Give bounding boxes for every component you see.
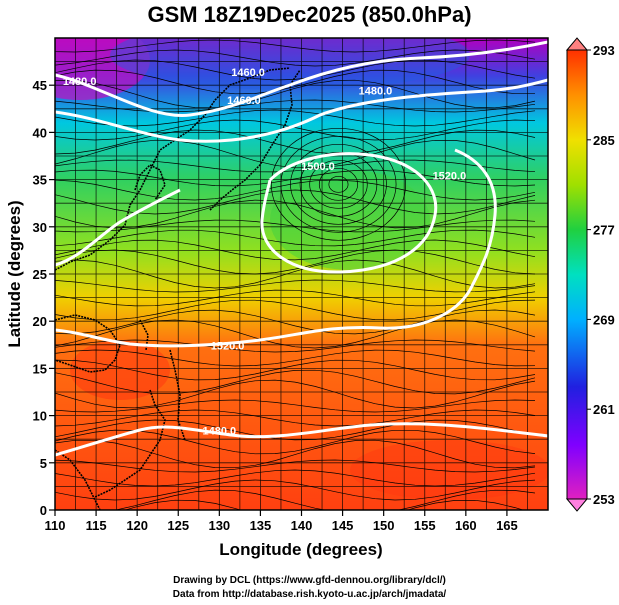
chart-title: GSM 18Z19Dec2025 (850.0hPa) (147, 2, 472, 27)
streamline-vortex (299, 151, 378, 217)
streamline (55, 469, 536, 487)
colorbar-top-arrow (565, 37, 589, 51)
streamline (55, 309, 536, 335)
credit-drawing: Drawing by DCL (https://www.gfd-dennou.o… (173, 575, 446, 586)
y-tick-label: 15 (33, 361, 47, 376)
streamline (55, 249, 536, 275)
y-axis: 0 5 10 15 20 25 30 35 40 45 (33, 78, 55, 518)
y-tick-label: 0 (40, 503, 47, 518)
x-axis-label: Longitude (degrees) (219, 540, 382, 559)
streamline (55, 79, 536, 109)
credit-data-source: Data from http://database.rish.kyoto-u.a… (172, 589, 447, 600)
streamline (55, 259, 536, 289)
streamline-vortex (318, 167, 359, 201)
contour-label: 1480.0 (63, 76, 97, 88)
streamline (55, 169, 536, 187)
colorbar-tick-label: 293 (593, 43, 615, 58)
y-tick-label: 20 (33, 314, 47, 329)
x-axis: 110 115 120 125 130 135 140 145 150 155 160 165 (45, 510, 518, 533)
colorbar-tick-label: 269 (593, 312, 615, 327)
streamline (55, 39, 536, 53)
colorbar-tick-label: 277 (593, 223, 615, 238)
y-tick-label: 25 (33, 267, 47, 282)
streamline (55, 129, 536, 155)
streamline (55, 459, 536, 473)
x-tick-label: 165 (496, 518, 518, 533)
y-tick-label: 40 (33, 125, 47, 140)
streamline-vortex (309, 159, 368, 209)
streamline (55, 69, 535, 95)
colorbar-scale (566, 49, 588, 500)
streamline-vortex (270, 127, 407, 241)
streamline-vortex (280, 135, 397, 233)
y-tick-label: 45 (33, 78, 47, 93)
streamline (55, 49, 536, 67)
colorbar-tick-label: 285 (593, 133, 615, 148)
x-tick-label: 140 (291, 518, 313, 533)
contour-label: 1520.0 (211, 341, 245, 353)
streamline (55, 229, 536, 247)
contour-label: 1520.0 (433, 171, 467, 183)
colorbar-tick-label: 253 (593, 492, 615, 507)
contour-label: 1460.0 (227, 95, 261, 107)
lat-lon-grid (55, 38, 548, 510)
x-tick-label: 125 (167, 518, 189, 533)
streamline (55, 399, 536, 413)
x-tick-label: 160 (455, 518, 477, 533)
streamline (55, 349, 536, 367)
y-axis-label: Latitude (degrees) (5, 200, 24, 347)
x-tick-label: 150 (373, 518, 395, 533)
streamline (55, 409, 536, 427)
colorbar: 253 261 269 277 285 293 (565, 37, 615, 512)
colorbar-tick-label: 261 (593, 402, 615, 417)
streamline (55, 339, 536, 353)
x-tick-label: 155 (414, 518, 436, 533)
y-tick-label: 35 (33, 173, 47, 188)
streamline (55, 59, 536, 81)
geopotential-contours (55, 40, 548, 457)
x-tick-label: 130 (208, 518, 230, 533)
x-tick-label: 145 (332, 518, 354, 533)
streamline (55, 179, 536, 201)
streamline (55, 319, 536, 349)
x-tick-label: 115 (86, 518, 107, 533)
streamline (55, 99, 536, 113)
y-tick-label: 10 (33, 409, 47, 424)
streamline (55, 429, 536, 455)
colorbar-bottom-arrow (565, 498, 589, 512)
contour-label: 1460.0 (231, 67, 265, 79)
streamline (55, 479, 536, 501)
streamline (55, 159, 536, 173)
streamline (55, 369, 536, 395)
x-tick-label: 110 (45, 518, 66, 533)
streamline (55, 419, 536, 441)
streamline (55, 189, 536, 215)
streamline (55, 299, 536, 321)
y-tick-label: 5 (40, 456, 47, 471)
streamline (55, 379, 536, 409)
contour-label: 1500.0 (301, 161, 335, 173)
contour-labels: 1460.0 1480.0 1460.0 1480.0 1500.0 1520.0 1520… (63, 67, 466, 438)
streamline (55, 359, 536, 381)
streamline (55, 439, 536, 469)
x-tick-label: 135 (250, 518, 272, 533)
streamline (124, 499, 525, 510)
contour-label: 1480.0 (203, 425, 237, 437)
contour-label: 1480.0 (359, 86, 393, 98)
wind-streamlines (55, 39, 536, 510)
streamline-vortex (290, 143, 387, 225)
streamline (55, 279, 536, 293)
streamline-vortex (328, 175, 349, 193)
streamline (55, 219, 536, 233)
streamline (55, 289, 536, 307)
x-tick-label: 120 (126, 518, 148, 533)
y-tick-label: 30 (33, 220, 47, 235)
